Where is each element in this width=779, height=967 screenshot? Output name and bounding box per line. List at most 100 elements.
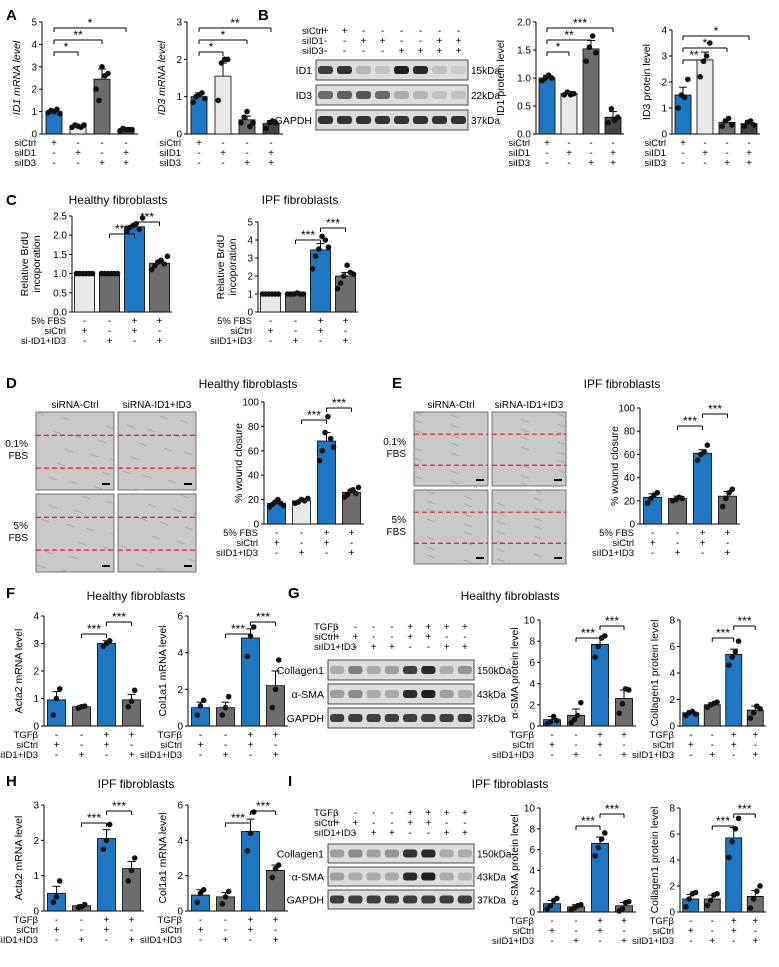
- condition-label: siID1: [508, 148, 530, 159]
- blot-band: [457, 714, 472, 722]
- blots-layer: siCtrl+ + - - - - - -siID1- - + + - - + +siID3- - - - + + + +…: [275, 26, 512, 910]
- y-tick-label: 8: [529, 637, 535, 648]
- data-point: [325, 413, 331, 420]
- condition-mark: +: [597, 740, 603, 751]
- data-point: [247, 830, 254, 837]
- data-point: [608, 106, 615, 112]
- blot-condition-mark: +: [425, 622, 431, 633]
- condition-mark: -: [130, 925, 133, 936]
- blot-band: [375, 116, 390, 124]
- y-tick-label: 80: [624, 427, 636, 438]
- data-point: [605, 120, 611, 126]
- condition-mark: -: [224, 730, 227, 741]
- blot-band-label: GAPDH: [275, 115, 312, 127]
- cell-texture: [97, 439, 107, 444]
- condition-mark: -: [732, 936, 735, 947]
- condition-mark: -: [130, 740, 133, 751]
- data-point: [202, 95, 208, 102]
- data-point: [550, 713, 557, 720]
- condition-mark: +: [79, 750, 85, 761]
- condition-mark: +: [157, 336, 163, 347]
- data-point: [732, 649, 739, 655]
- data-point: [128, 698, 135, 705]
- data-point: [729, 486, 736, 493]
- data-point: [131, 687, 138, 694]
- data-point: [685, 76, 691, 83]
- blot-condition-mark: +: [437, 36, 443, 47]
- cell-texture: [520, 446, 530, 451]
- data-point: [105, 70, 111, 77]
- data-point: [686, 896, 692, 902]
- blot-condition-mark: +: [334, 818, 340, 829]
- cell-texture: [426, 508, 436, 513]
- sig-label: ***: [256, 799, 270, 813]
- condition-mark: +: [731, 926, 737, 937]
- bar: [285, 293, 306, 313]
- condition-label: siID1+ID3: [216, 548, 258, 559]
- condition-mark: +: [675, 548, 681, 559]
- micrograph-column-label: siRNA-Ctrl: [427, 400, 474, 411]
- y-axis-label: ID1 mRNA level: [11, 40, 23, 115]
- blot-condition-mark: +: [437, 46, 443, 57]
- y-axis-label: ID3 mRNA level: [156, 40, 168, 115]
- cell-texture: [167, 479, 177, 484]
- y-tick-label: 1.0: [53, 269, 67, 280]
- blot-condition-mark: -: [324, 46, 327, 57]
- blot-condition-mark: +: [389, 642, 395, 653]
- data-point: [571, 90, 577, 97]
- blot-condition-mark: +: [380, 36, 386, 47]
- cell-texture: [126, 424, 136, 429]
- blot-band: [403, 895, 418, 904]
- panel-label-f: F: [6, 585, 15, 602]
- data-point: [272, 686, 279, 693]
- blot-size-label: 43kDa: [477, 690, 506, 701]
- blot-condition-mark: -: [400, 26, 403, 37]
- blot-condition-mark: +: [407, 808, 413, 819]
- condition-mark: +: [573, 936, 579, 947]
- condition-mark: -: [274, 925, 277, 936]
- bar: [72, 706, 91, 727]
- data-point: [309, 266, 316, 272]
- blot-band: [432, 116, 447, 124]
- blot-band: [439, 849, 454, 858]
- cell-texture: [496, 548, 506, 553]
- data-point: [106, 821, 113, 828]
- data-point: [654, 489, 661, 496]
- cell-texture: [48, 476, 58, 481]
- sig-label: ***: [307, 408, 321, 422]
- condition-mark: -: [589, 148, 592, 159]
- condition-mark: +: [123, 148, 129, 159]
- condition-label: 5% FBS: [599, 528, 634, 539]
- condition-mark: +: [318, 326, 324, 337]
- condition-label: siID1+ID3: [492, 750, 534, 761]
- condition-mark: -: [574, 926, 577, 937]
- y-axis-label: Acta2 mRNA level: [13, 816, 25, 901]
- condition-mark: -: [83, 316, 86, 327]
- cell-texture: [426, 490, 436, 495]
- condition-mark: -: [133, 336, 136, 347]
- blot-condition-mark: -: [343, 36, 346, 47]
- condition-mark: -: [732, 750, 735, 761]
- y-tick-label: 4: [529, 866, 535, 877]
- condition-mark: +: [610, 148, 616, 159]
- bar: [266, 869, 285, 912]
- condition-label: siID3: [644, 158, 666, 169]
- cell-texture: [413, 411, 423, 416]
- y-tick-label: 2.5: [53, 212, 67, 223]
- y-axis-label: α-SMA protein level: [509, 627, 521, 718]
- y-tick-label: 3: [176, 18, 182, 29]
- title-i-ipf: IPF fibroblasts: [472, 777, 549, 791]
- blot-band: [403, 872, 418, 881]
- bar: [693, 452, 712, 525]
- condition-label: siCtrl: [230, 326, 252, 337]
- cell-texture: [533, 535, 543, 540]
- sig-label: ***: [140, 210, 154, 224]
- condition-mark: -: [589, 138, 592, 149]
- title-h-ipf: IPF fibroblasts: [98, 777, 175, 791]
- sig-label: ***: [708, 402, 722, 416]
- y-axis-label: Col1a1 mRNA level: [157, 812, 169, 903]
- blot-condition-mark: -: [390, 808, 393, 819]
